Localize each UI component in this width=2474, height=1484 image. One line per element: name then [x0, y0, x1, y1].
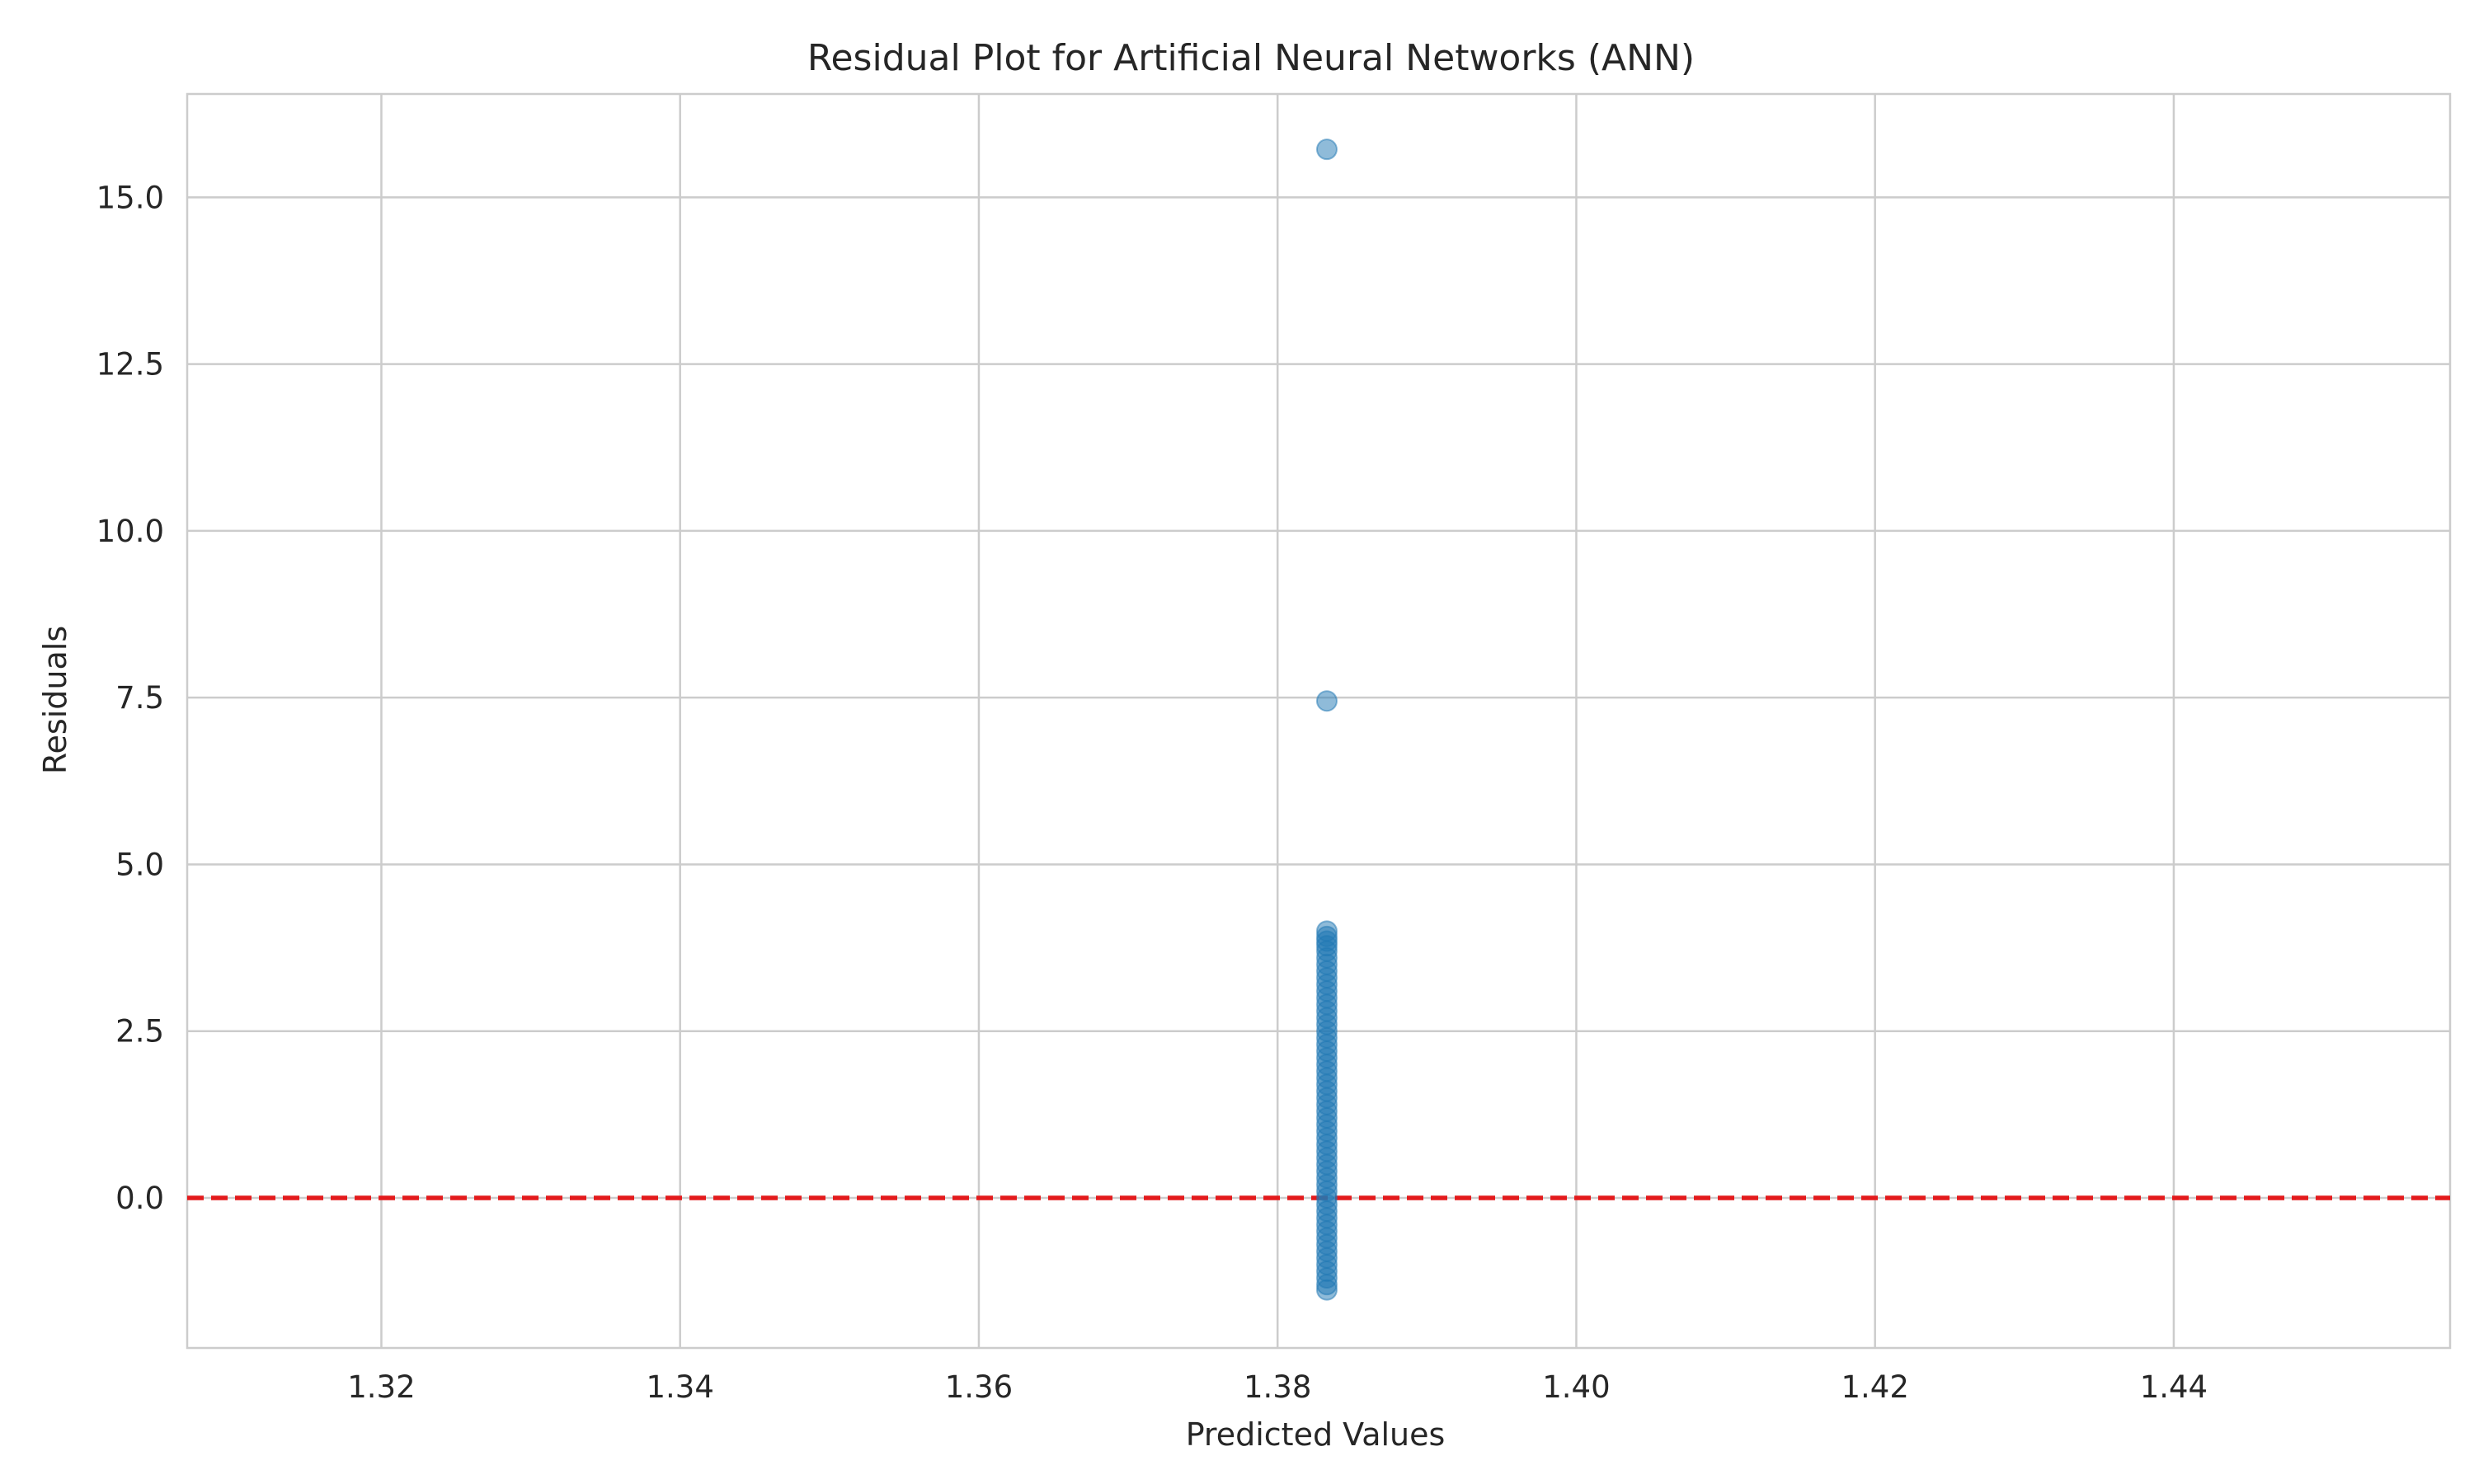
x-tick-labels: 1.32 1.34 1.36 1.38 1.40 1.42 1.44: [347, 1369, 2208, 1405]
x-tick-label: 1.44: [2140, 1369, 2208, 1405]
y-tick-label: 5.0: [115, 847, 164, 882]
grid-lines: [187, 94, 2450, 1348]
plot-area-frame: [186, 92, 2452, 1350]
x-tick-label: 1.42: [1841, 1369, 1908, 1405]
x-tick-label: 1.40: [1542, 1369, 1610, 1405]
residual-point: [1315, 139, 1338, 161]
y-axis-label: Residuals: [37, 626, 73, 774]
scatter-points: [1315, 139, 1338, 1301]
x-tick-label: 1.32: [347, 1369, 415, 1405]
y-tick-label: 15.0: [96, 180, 164, 215]
y-tick-label: 12.5: [96, 347, 164, 383]
x-axis-label: Predicted Values: [1186, 1416, 1446, 1453]
chart-title: Residual Plot for Artificial Neural Netw…: [807, 37, 1695, 79]
x-tick-label: 1.38: [1244, 1369, 1311, 1405]
y-tick-label: 10.0: [96, 514, 164, 549]
residual-point: [1315, 690, 1338, 712]
y-tick-label: 0.0: [115, 1181, 164, 1216]
y-tick-labels: 0.0 2.5 5.0 7.5 10.0 12.5 15.0: [96, 180, 164, 1216]
y-tick-label: 7.5: [115, 680, 164, 716]
residual-point: [1315, 1279, 1338, 1301]
y-tick-label: 2.5: [115, 1014, 164, 1050]
x-tick-label: 1.36: [945, 1369, 1013, 1405]
x-tick-label: 1.34: [647, 1369, 714, 1405]
